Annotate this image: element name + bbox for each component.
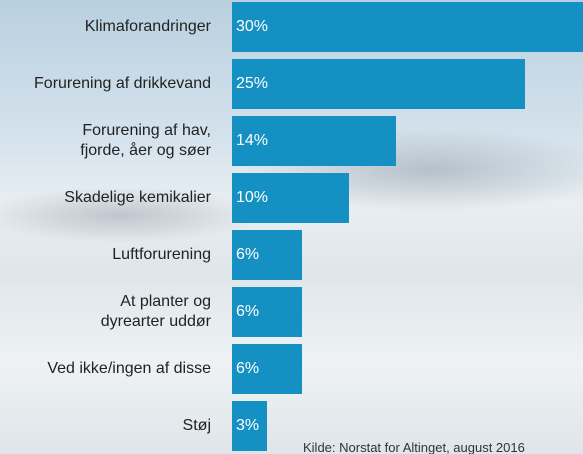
category-label: At planter og dyrearter uddør	[0, 287, 211, 337]
value-label: 30%	[236, 2, 268, 52]
value-label: 25%	[236, 59, 268, 109]
value-label: 10%	[236, 173, 268, 223]
chart: Kilde: Norstat for Altinget, august 2016…	[0, 0, 583, 454]
bar	[232, 2, 583, 52]
value-label: 6%	[236, 344, 259, 394]
source-note: Kilde: Norstat for Altinget, august 2016	[303, 440, 525, 454]
value-label: 3%	[236, 401, 259, 451]
bar	[232, 59, 525, 109]
value-label: 6%	[236, 287, 259, 337]
category-label: Luftforurening	[0, 230, 211, 280]
category-label: Klimaforandringer	[0, 2, 211, 52]
category-label: Forurening af drikkevand	[0, 59, 211, 109]
value-label: 6%	[236, 230, 259, 280]
category-label: Støj	[0, 401, 211, 451]
category-label: Ved ikke/ingen af disse	[0, 344, 211, 394]
value-label: 14%	[236, 116, 268, 166]
category-label: Forurening af hav, fjorde, åer og søer	[0, 116, 211, 166]
category-label: Skadelige kemikalier	[0, 173, 211, 223]
